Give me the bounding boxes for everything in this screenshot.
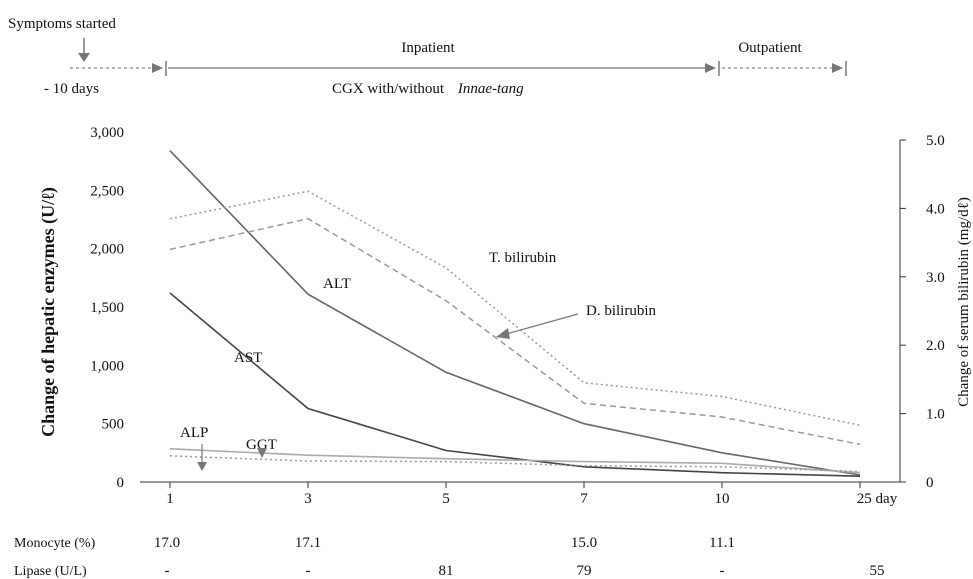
y-tick-label: 1,500 bbox=[90, 300, 124, 316]
x-tick-label: 3 bbox=[304, 491, 312, 507]
table-cell: 81 bbox=[439, 563, 454, 579]
label-d-bilirubin: D. bilirubin bbox=[586, 303, 656, 319]
table-cell: - bbox=[165, 563, 170, 579]
table-cell: - bbox=[306, 563, 311, 579]
series-line-ggt bbox=[169, 455, 861, 473]
pre-days-label: - 10 days bbox=[44, 81, 99, 97]
table-row-label: Monocyte (%) bbox=[14, 536, 96, 551]
label-alt: ALT bbox=[323, 276, 351, 292]
y-tick-label: 1,000 bbox=[90, 358, 124, 374]
lab-table: Monocyte (%) 17.0 17.1 15.0 11.1 Lipase (U/L)… bbox=[14, 535, 885, 579]
series-line-t-bilirubin bbox=[169, 190, 861, 426]
table-cell: 79 bbox=[577, 563, 592, 579]
label-t-bilirubin: T. bilirubin bbox=[489, 250, 557, 266]
y-tick-label: 500 bbox=[102, 417, 125, 433]
treatment-italic: Innae-tang bbox=[457, 81, 524, 97]
symptoms-label: Symptoms started bbox=[8, 16, 116, 32]
series-labels: ALT AST ALP GGT T. bilirubin D. bilirubi… bbox=[180, 250, 656, 471]
table-cell: 17.1 bbox=[295, 535, 321, 551]
y2-tick-label: 1.0 bbox=[926, 407, 945, 423]
y2-tick-label: 5.0 bbox=[926, 133, 945, 149]
right-axis-ticks: 0 1.0 2.0 3.0 4.0 5.0 bbox=[900, 133, 945, 491]
y-tick-label: 2,000 bbox=[90, 242, 124, 258]
series-line-ast bbox=[169, 292, 861, 477]
outpatient-arrow bbox=[722, 61, 847, 76]
pre-admission-arrow bbox=[70, 61, 167, 76]
x-axis-ticks: 1 3 5 7 10 25 day bbox=[166, 482, 898, 507]
series-line-alt bbox=[169, 150, 861, 476]
left-axis-ticks: 0 500 1,000 1,500 2,000 2,500 3,000 bbox=[90, 125, 124, 491]
treatment-label: CGX with/without Innae-tang bbox=[332, 81, 524, 97]
d-bilirubin-pointer-arrow-icon bbox=[496, 313, 579, 339]
label-ast: AST bbox=[234, 350, 262, 366]
table-row-label: Lipase (U/L) bbox=[14, 564, 87, 579]
table-cell: - bbox=[720, 563, 725, 579]
table-cell: 15.0 bbox=[571, 535, 597, 551]
timeline: Symptoms started - 10 days Inpatient CGX… bbox=[8, 16, 847, 97]
x-tick-label: 1 bbox=[166, 491, 174, 507]
series-line-alp bbox=[169, 448, 861, 474]
label-alp: ALP bbox=[180, 425, 208, 441]
x-tick-label: 5 bbox=[442, 491, 450, 507]
y-tick-label: 0 bbox=[117, 475, 125, 491]
alp-pointer-arrow-icon bbox=[197, 444, 207, 471]
y2-tick-label: 4.0 bbox=[926, 201, 945, 217]
y2-tick-label: 0 bbox=[926, 475, 934, 491]
y2-tick-label: 3.0 bbox=[926, 270, 945, 286]
series-line-d-bilirubin bbox=[169, 217, 861, 446]
inpatient-label: Inpatient bbox=[401, 40, 455, 56]
label-ggt: GGT bbox=[246, 437, 277, 453]
y-tick-label: 2,500 bbox=[90, 183, 124, 199]
x-tick-label: 7 bbox=[580, 491, 588, 507]
axes bbox=[140, 140, 901, 483]
inpatient-arrow bbox=[168, 61, 720, 76]
y-tick-label: 3,000 bbox=[90, 125, 124, 141]
x-tick-label: 25 day bbox=[857, 491, 898, 507]
symptoms-down-arrow-icon bbox=[78, 38, 90, 62]
y2-tick-label: 2.0 bbox=[926, 338, 945, 354]
table-cell: 11.1 bbox=[709, 535, 735, 551]
table-cell: 55 bbox=[870, 563, 885, 579]
ggt-pointer-arrow-icon bbox=[257, 448, 267, 458]
y2-axis-title: Change of serum bilirubin (mg/dℓ) bbox=[956, 197, 972, 407]
series-lines bbox=[169, 150, 861, 477]
outpatient-label: Outpatient bbox=[738, 40, 802, 56]
treatment-prefix: CGX with/without bbox=[332, 81, 445, 97]
x-tick-label: 10 bbox=[715, 491, 730, 507]
y-axis-title: Change of hepatic enzymes (U/ℓ) bbox=[38, 187, 59, 437]
table-cell: 17.0 bbox=[154, 535, 180, 551]
